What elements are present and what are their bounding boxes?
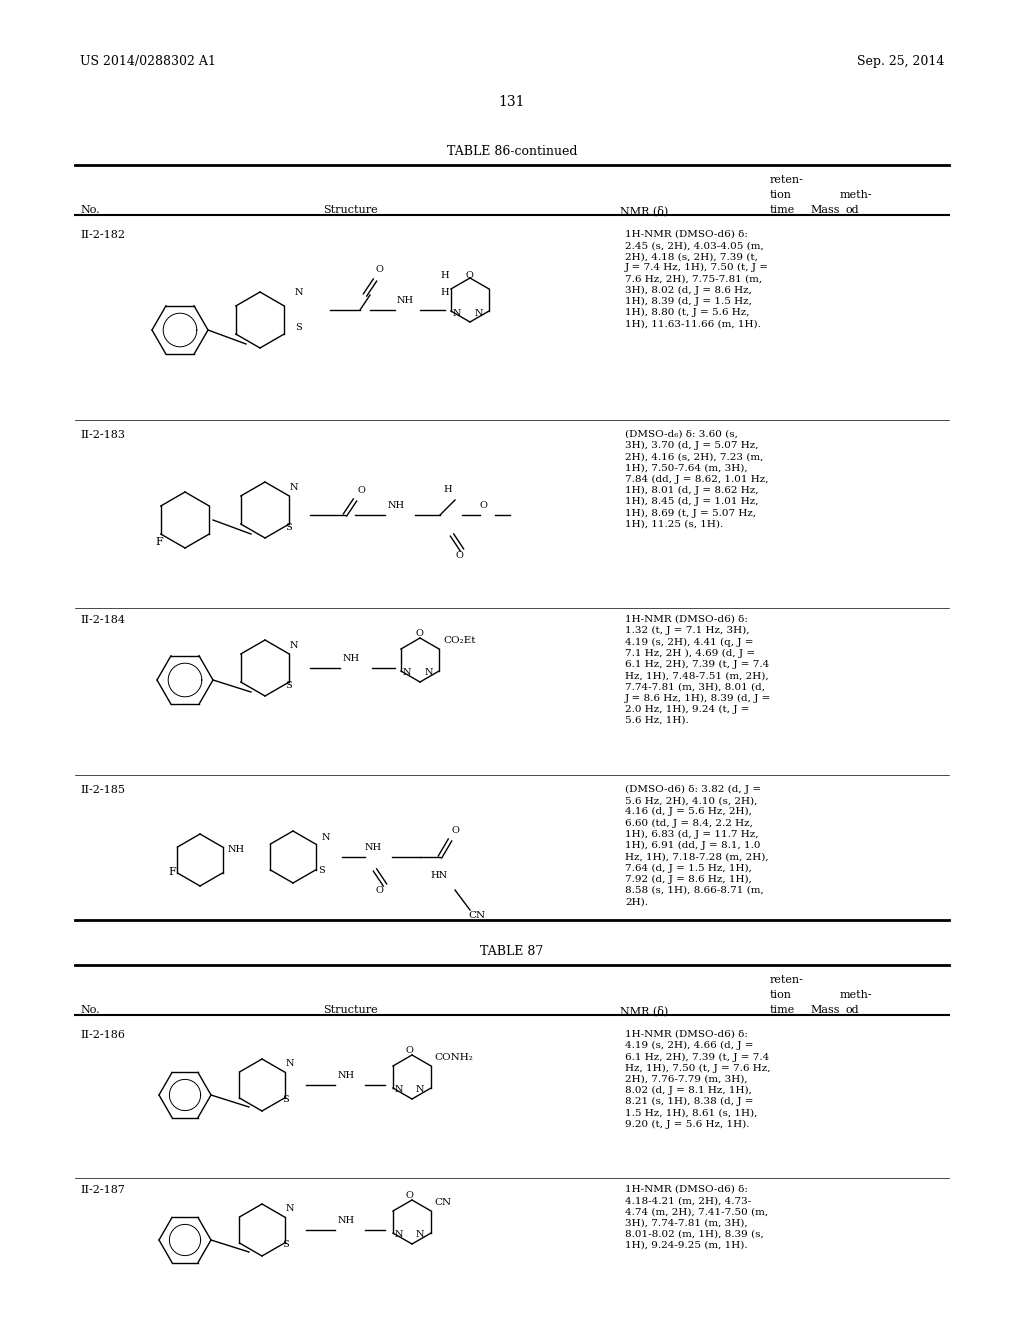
Text: N: N bbox=[286, 1059, 295, 1068]
Text: N: N bbox=[286, 1204, 295, 1213]
Text: Sep. 25, 2014: Sep. 25, 2014 bbox=[857, 55, 944, 69]
Text: O: O bbox=[375, 886, 383, 895]
Text: NH: NH bbox=[343, 653, 360, 663]
Text: HN: HN bbox=[430, 871, 447, 880]
Text: S: S bbox=[295, 323, 302, 333]
Text: od: od bbox=[845, 205, 859, 215]
Text: II-2-184: II-2-184 bbox=[80, 615, 125, 624]
Text: S: S bbox=[282, 1096, 289, 1104]
Text: meth-: meth- bbox=[840, 990, 872, 1001]
Text: F: F bbox=[155, 537, 163, 546]
Text: O: O bbox=[415, 630, 423, 638]
Text: S: S bbox=[282, 1239, 289, 1249]
Text: N: N bbox=[290, 642, 299, 649]
Text: CN: CN bbox=[468, 911, 485, 920]
Text: 1H-NMR (DMSO-d6) δ:
2.45 (s, 2H), 4.03-4.05 (m,
2H), 4.18 (s, 2H), 7.39 (t,
J = : 1H-NMR (DMSO-d6) δ: 2.45 (s, 2H), 4.03-4… bbox=[625, 230, 769, 329]
Text: O: O bbox=[465, 271, 473, 280]
Text: O: O bbox=[452, 826, 460, 836]
Text: tion: tion bbox=[770, 990, 792, 1001]
Text: II-2-185: II-2-185 bbox=[80, 785, 125, 795]
Text: No.: No. bbox=[80, 205, 99, 215]
Text: NH: NH bbox=[338, 1216, 355, 1225]
Text: US 2014/0288302 A1: US 2014/0288302 A1 bbox=[80, 55, 216, 69]
Text: II-2-182: II-2-182 bbox=[80, 230, 125, 240]
Text: 1H-NMR (DMSO-d6) δ:
4.19 (s, 2H), 4.66 (d, J =
6.1 Hz, 2H), 7.39 (t, J = 7.4
Hz,: 1H-NMR (DMSO-d6) δ: 4.19 (s, 2H), 4.66 (… bbox=[625, 1030, 770, 1129]
Text: O: O bbox=[358, 486, 366, 495]
Text: No.: No. bbox=[80, 1005, 99, 1015]
Text: O: O bbox=[406, 1045, 414, 1055]
Text: TABLE 87: TABLE 87 bbox=[480, 945, 544, 958]
Text: time: time bbox=[770, 205, 796, 215]
Text: NH: NH bbox=[338, 1071, 355, 1080]
Text: N: N bbox=[416, 1230, 425, 1239]
Text: N: N bbox=[425, 668, 433, 677]
Text: O: O bbox=[406, 1191, 414, 1200]
Text: Mass: Mass bbox=[810, 1005, 840, 1015]
Text: NH: NH bbox=[228, 845, 245, 854]
Text: N: N bbox=[403, 668, 412, 677]
Text: 1H-NMR (DMSO-d6) δ:
1.32 (t, J = 7.1 Hz, 3H),
4.19 (s, 2H), 4.41 (q, J =
7.1 Hz,: 1H-NMR (DMSO-d6) δ: 1.32 (t, J = 7.1 Hz,… bbox=[625, 615, 771, 725]
Text: NH: NH bbox=[365, 843, 382, 851]
Text: O: O bbox=[455, 550, 463, 560]
Text: (DMSO-d₆) δ: 3.60 (s,
3H), 3.70 (d, J = 5.07 Hz,
2H), 4.16 (s, 2H), 7.23 (m,
1H): (DMSO-d₆) δ: 3.60 (s, 3H), 3.70 (d, J = … bbox=[625, 430, 768, 528]
Text: 1H-NMR (DMSO-d6) δ:
4.18-4.21 (m, 2H), 4.73-
4.74 (m, 2H), 7.41-7.50 (m,
3H), 7.: 1H-NMR (DMSO-d6) δ: 4.18-4.21 (m, 2H), 4… bbox=[625, 1185, 768, 1250]
Text: Structure: Structure bbox=[323, 1005, 377, 1015]
Text: N: N bbox=[295, 288, 303, 297]
Text: O: O bbox=[480, 502, 487, 510]
Text: N: N bbox=[416, 1085, 425, 1094]
Text: CN: CN bbox=[434, 1199, 452, 1206]
Text: H: H bbox=[440, 271, 449, 280]
Text: S: S bbox=[285, 523, 292, 532]
Text: N: N bbox=[475, 309, 483, 318]
Text: NMR (δ): NMR (δ) bbox=[620, 1005, 669, 1016]
Text: time: time bbox=[770, 1005, 796, 1015]
Text: NMR (δ): NMR (δ) bbox=[620, 205, 669, 215]
Text: N: N bbox=[395, 1230, 403, 1239]
Text: od: od bbox=[845, 1005, 859, 1015]
Text: Mass: Mass bbox=[810, 205, 840, 215]
Text: Structure: Structure bbox=[323, 205, 377, 215]
Text: 131: 131 bbox=[499, 95, 525, 110]
Text: H: H bbox=[440, 288, 449, 297]
Text: II-2-183: II-2-183 bbox=[80, 430, 125, 440]
Text: II-2-186: II-2-186 bbox=[80, 1030, 125, 1040]
Text: (DMSO-d6) δ: 3.82 (d, J =
5.6 Hz, 2H), 4.10 (s, 2H),
4.16 (d, J = 5.6 Hz, 2H),
6: (DMSO-d6) δ: 3.82 (d, J = 5.6 Hz, 2H), 4… bbox=[625, 785, 769, 906]
Text: N: N bbox=[322, 833, 331, 842]
Text: N: N bbox=[453, 309, 462, 318]
Text: reten-: reten- bbox=[770, 176, 804, 185]
Text: reten-: reten- bbox=[770, 975, 804, 985]
Text: H: H bbox=[443, 484, 452, 494]
Text: CO₂Et: CO₂Et bbox=[443, 636, 475, 645]
Text: tion: tion bbox=[770, 190, 792, 201]
Text: O: O bbox=[375, 265, 383, 275]
Text: CONH₂: CONH₂ bbox=[434, 1053, 473, 1063]
Text: S: S bbox=[285, 681, 292, 690]
Text: NH: NH bbox=[397, 296, 414, 305]
Text: F: F bbox=[168, 867, 176, 876]
Text: TABLE 86-continued: TABLE 86-continued bbox=[446, 145, 578, 158]
Text: meth-: meth- bbox=[840, 190, 872, 201]
Text: N: N bbox=[395, 1085, 403, 1094]
Text: II-2-187: II-2-187 bbox=[80, 1185, 125, 1195]
Text: NH: NH bbox=[388, 502, 406, 510]
Text: N: N bbox=[290, 483, 299, 492]
Text: S: S bbox=[318, 866, 325, 875]
